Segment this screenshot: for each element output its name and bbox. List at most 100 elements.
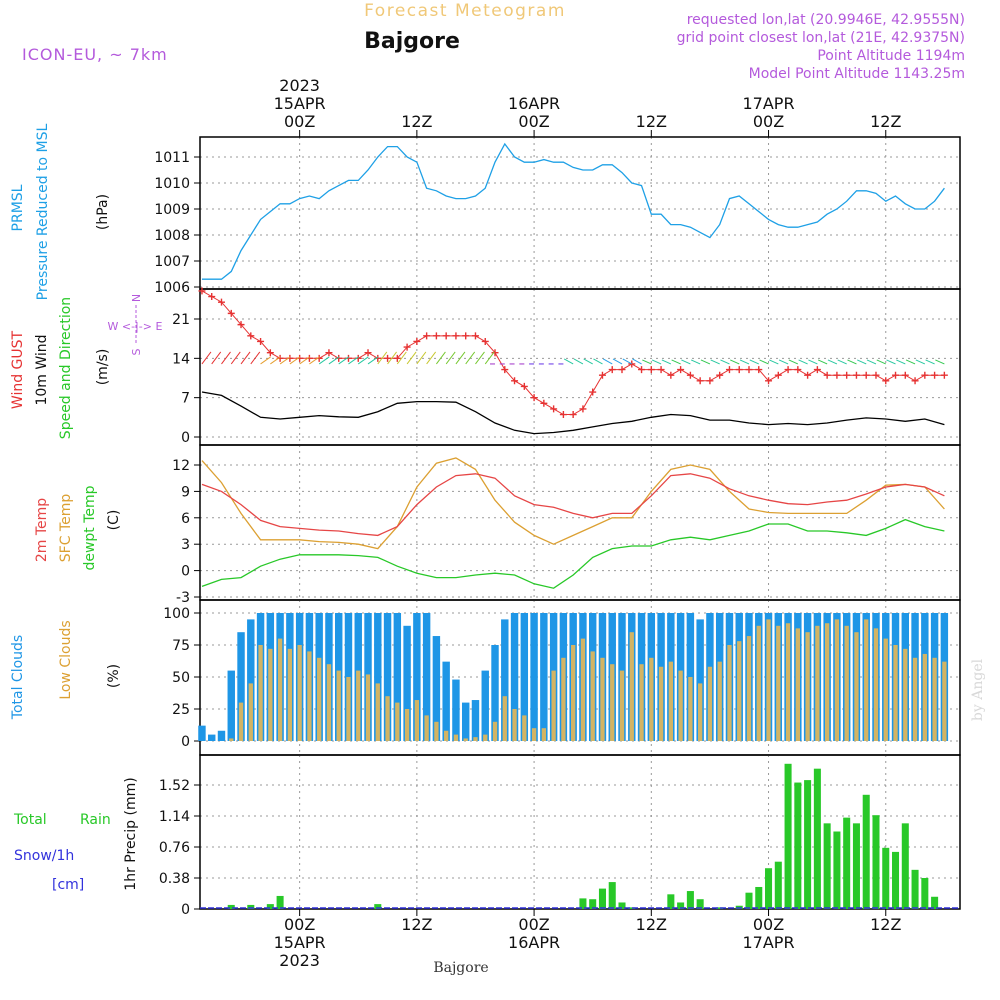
rain-bar	[872, 815, 880, 909]
gust-point	[501, 366, 509, 374]
bottom-tick-label: 00Z	[284, 915, 315, 934]
wind-arrow	[357, 356, 369, 365]
gust-point	[931, 371, 939, 379]
rain-bar	[227, 904, 235, 909]
precip-labels: Total Rain Snow/1h [cm] 1hr Precip (mm)	[13, 777, 139, 893]
temp2m-line	[201, 473, 945, 537]
gust-point	[452, 332, 460, 340]
gust-point	[608, 366, 616, 374]
wind-arrow	[348, 356, 359, 365]
low-cloud-bar	[483, 734, 488, 741]
low-cloud-bar	[571, 645, 576, 741]
rain-bar	[774, 861, 782, 909]
rain-bar	[755, 886, 763, 909]
low-clouds-label: Low Clouds	[58, 620, 74, 699]
y-tick-label: 1010	[154, 176, 190, 192]
wind-arrow	[857, 359, 867, 365]
gust-point	[843, 371, 851, 379]
gust-point	[413, 337, 421, 345]
low-cloud-bar	[932, 657, 937, 741]
sfc-temp-label: SFC Temp	[58, 494, 74, 563]
compass-south: S	[130, 348, 143, 355]
gust-point	[511, 377, 519, 385]
gust-point	[520, 382, 528, 390]
gust-point	[403, 343, 411, 351]
bottom-tick-label: 2023	[279, 951, 320, 970]
chart-title: Forecast Meteogram	[364, 1, 566, 21]
wind-arrow	[808, 359, 818, 365]
total-cloud-bar	[491, 645, 499, 741]
wind-label: 10m Wind	[34, 334, 50, 405]
gust-point	[657, 366, 665, 374]
low-cloud-bar	[268, 648, 273, 741]
wind-arrow	[876, 359, 886, 365]
wind-arrow	[221, 351, 231, 365]
total-cloud-bar	[208, 734, 216, 741]
low-cloud-bar	[551, 670, 556, 741]
total-cloud-bar	[442, 661, 450, 741]
bottom-tick-label: 12Z	[636, 915, 667, 934]
total-cloud-bar	[422, 613, 431, 741]
gust-point	[481, 337, 489, 345]
wind-arrow	[896, 359, 906, 365]
total-cloud-bar	[374, 613, 382, 741]
rain-bar	[374, 904, 382, 909]
rain-bar	[618, 902, 626, 909]
low-cloud-bar	[258, 645, 263, 741]
y-tick-label: 75	[172, 638, 190, 654]
low-cloud-bar	[444, 730, 449, 741]
low-cloud-bar	[678, 670, 683, 741]
gust-point	[921, 371, 929, 379]
point-altitude: Point Altitude 1194m	[817, 48, 965, 64]
gust-point	[208, 293, 216, 301]
rain-bar	[579, 898, 587, 909]
snow-label: Snow/1h	[14, 848, 74, 864]
top-tick-label: 15APR	[274, 94, 326, 113]
wind-arrow	[299, 356, 310, 365]
panel-frame	[199, 444, 961, 601]
low-cloud-bar	[649, 657, 654, 741]
rain-bar	[667, 894, 675, 909]
gust-point	[823, 371, 831, 379]
top-tick-label: 17APR	[742, 94, 794, 113]
rain-bar	[266, 904, 274, 909]
low-cloud-bar	[307, 651, 312, 741]
y-tick-label: 1007	[154, 254, 190, 270]
y-tick-label: 1.52	[159, 778, 190, 794]
wind-arrow	[260, 356, 271, 365]
gust-point	[559, 411, 567, 419]
wind-arrow	[866, 359, 877, 365]
low-cloud-bar	[639, 664, 644, 741]
bottom-tick-label: 15APR	[274, 933, 326, 952]
rain-bar	[677, 902, 685, 909]
wind-arrow	[309, 356, 320, 365]
rain-bar	[589, 899, 597, 909]
total-cloud-bar	[217, 730, 226, 741]
wind-labels: Wind GUST 10m Wind Speed and Direction (…	[10, 294, 162, 439]
wind-arrow	[710, 359, 720, 365]
gust-point	[393, 354, 401, 362]
low-cloud-bar	[746, 636, 752, 741]
y-tick-label: 1008	[154, 228, 190, 244]
gust-point	[540, 399, 548, 407]
pressure-unit: (hPa)	[95, 194, 111, 230]
gust-point	[598, 371, 606, 379]
gust-point	[384, 354, 392, 362]
low-cloud-bar	[297, 645, 302, 741]
wind-arrow	[905, 359, 916, 365]
y-tick-label: 0	[181, 734, 190, 750]
gust-point	[774, 371, 782, 379]
wind-arrow	[583, 358, 593, 365]
wind-arrow	[270, 356, 281, 365]
bottom-tick-label: 12Z	[870, 915, 901, 934]
grid-point-coords: grid point closest lon,lat (21E, 42.9375…	[677, 30, 965, 46]
wind-arrow	[769, 359, 779, 365]
rain-bar	[794, 782, 802, 909]
panel-clouds: 0 25 50 75 100	[163, 599, 961, 756]
wind-arrow	[700, 359, 711, 365]
wind-arrow	[593, 358, 603, 365]
wind-arrow	[642, 359, 652, 365]
gust-point	[696, 377, 704, 385]
panel-temperature: -3 0 3 6 9 12	[172, 444, 961, 606]
